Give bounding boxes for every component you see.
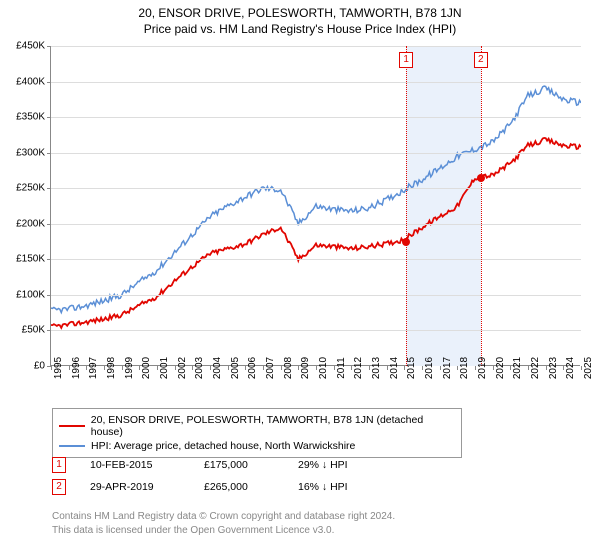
chart-area: 12 £0£50K£100K£150K£200K£250K£300K£350K£… [50,46,580,386]
sale-marker-icon: 1 [52,457,66,473]
x-axis-label: 2023 [548,357,559,379]
gridline [51,259,581,260]
x-axis-label: 2000 [141,357,152,379]
sale-price: £175,000 [204,459,274,471]
x-axis-label: 2007 [265,357,276,379]
legend-item-hpi: HPI: Average price, detached house, Nort… [59,439,455,453]
x-axis-label: 2013 [371,357,382,379]
y-axis-label: £100K [16,289,45,300]
plot-region: 12 [50,46,580,366]
x-axis-label: 2003 [194,357,205,379]
x-axis-label: 2015 [406,357,417,379]
sales-table: 1 10-FEB-2015 £175,000 29% ↓ HPI 2 29-AP… [52,454,472,498]
x-axis-label: 2019 [477,357,488,379]
gridline [51,188,581,189]
y-axis-label: £250K [16,183,45,194]
y-axis-label: £0 [34,361,45,372]
x-axis-label: 2008 [283,357,294,379]
x-axis-label: 1997 [88,357,99,379]
x-axis-label: 1995 [53,357,64,379]
sale-price: £265,000 [204,481,274,493]
y-axis-label: £50K [22,325,45,336]
footer-line2: This data is licensed under the Open Gov… [52,524,395,538]
event-marker-icon: 2 [474,52,488,68]
footer-attribution: Contains HM Land Registry data © Crown c… [52,510,395,537]
legend-label-price: 20, ENSOR DRIVE, POLESWORTH, TAMWORTH, B… [91,414,455,438]
legend-item-price: 20, ENSOR DRIVE, POLESWORTH, TAMWORTH, B… [59,413,455,439]
event-vline [481,46,482,366]
sale-marker-icon: 2 [52,479,66,495]
event-vline [406,46,407,366]
gridline [51,46,581,47]
chart-title-subtitle: Price paid vs. HM Land Registry's House … [0,20,600,36]
x-axis-label: 1996 [71,357,82,379]
gridline [51,117,581,118]
gridline [51,224,581,225]
chart-title-address: 20, ENSOR DRIVE, POLESWORTH, TAMWORTH, B… [0,0,600,20]
x-axis-label: 2025 [583,357,594,379]
legend-swatch-hpi [59,445,85,447]
sale-row: 1 10-FEB-2015 £175,000 29% ↓ HPI [52,454,472,476]
x-axis-label: 2005 [230,357,241,379]
event-point-icon [402,238,410,246]
x-axis-label: 1999 [124,357,135,379]
x-axis-label: 2018 [459,357,470,379]
x-axis-label: 2006 [247,357,258,379]
x-axis-label: 2020 [495,357,506,379]
x-axis-label: 2011 [336,357,347,379]
x-axis-label: 2001 [159,357,170,379]
y-axis-label: £300K [16,147,45,158]
gridline [51,153,581,154]
y-axis-label: £350K [16,112,45,123]
gridline [51,82,581,83]
y-axis-label: £150K [16,254,45,265]
y-axis-label: £450K [16,41,45,52]
x-axis-label: 2009 [300,357,311,379]
event-point-icon [477,174,485,182]
event-marker-icon: 1 [399,52,413,68]
y-axis-label: £400K [16,76,45,87]
x-axis-label: 1998 [106,357,117,379]
legend-label-hpi: HPI: Average price, detached house, Nort… [91,440,355,452]
legend-swatch-price [59,425,85,427]
gridline [51,330,581,331]
chart-lines [51,46,581,366]
sale-row: 2 29-APR-2019 £265,000 16% ↓ HPI [52,476,472,498]
x-axis-label: 2004 [212,357,223,379]
sale-date: 29-APR-2019 [90,481,180,493]
sale-date: 10-FEB-2015 [90,459,180,471]
legend-box: 20, ENSOR DRIVE, POLESWORTH, TAMWORTH, B… [52,408,462,458]
y-axis-label: £200K [16,218,45,229]
x-axis-label: 2016 [424,357,435,379]
x-axis-label: 2021 [512,357,523,379]
footer-line1: Contains HM Land Registry data © Crown c… [52,510,395,524]
x-axis-label: 2024 [565,357,576,379]
sale-delta: 16% ↓ HPI [298,481,348,493]
x-axis-label: 2010 [318,357,329,379]
x-axis-label: 2012 [353,357,364,379]
sale-delta: 29% ↓ HPI [298,459,348,471]
x-axis-label: 2002 [177,357,188,379]
gridline [51,295,581,296]
x-axis-label: 2014 [389,357,400,379]
x-axis-label: 2017 [442,357,453,379]
x-axis-label: 2022 [530,357,541,379]
